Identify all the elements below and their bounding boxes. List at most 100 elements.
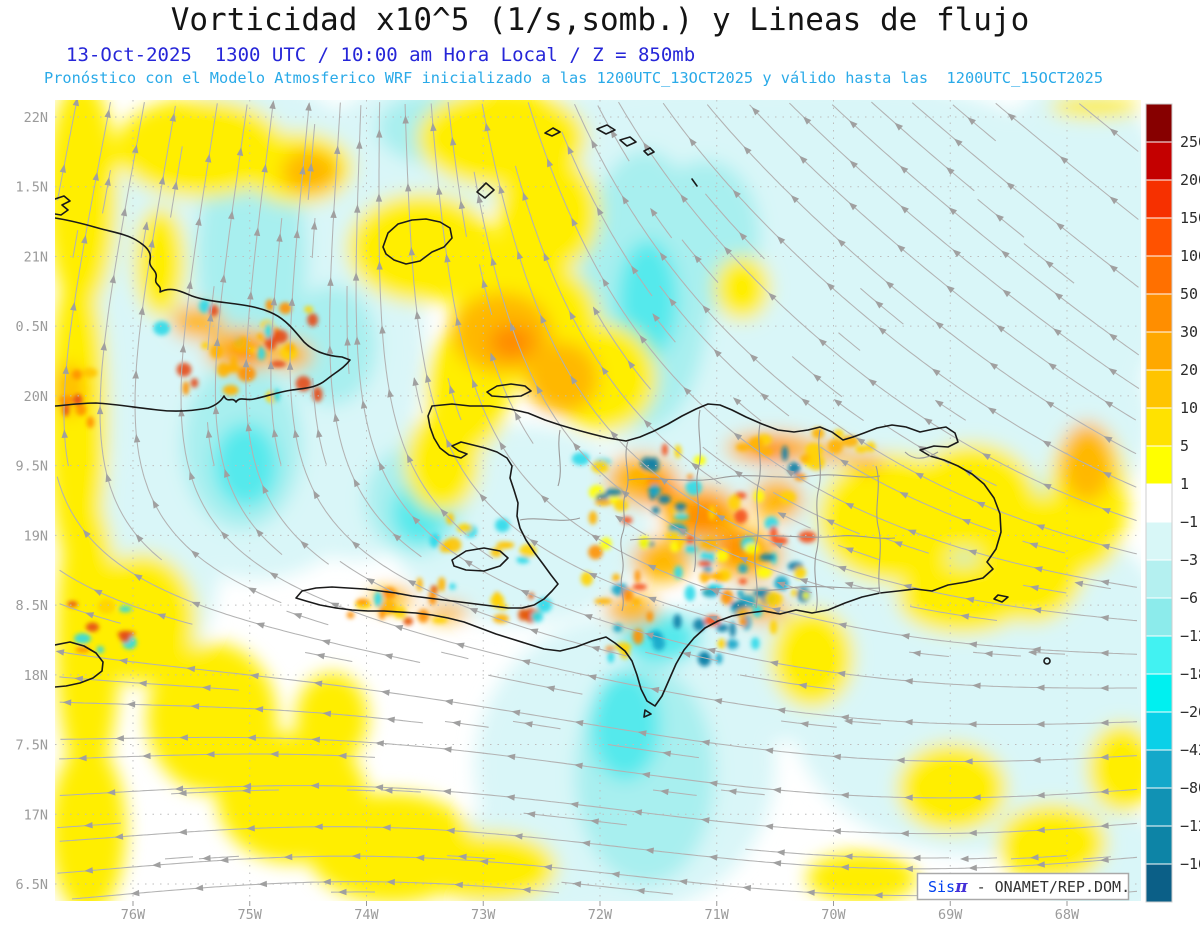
flow-arrow-icon: [448, 384, 456, 394]
speckle: [794, 566, 807, 580]
speckle: [698, 560, 712, 567]
colorbar-segment: [1145, 217, 1173, 257]
flow-arrow-icon: [451, 720, 461, 727]
flow-arrow-icon: [93, 589, 103, 596]
speckle: [176, 362, 192, 377]
speckle: [779, 491, 796, 504]
streamline: [848, 720, 881, 725]
flow-arrow-icon: [387, 388, 394, 398]
speckle: [272, 329, 288, 344]
flow-arrow-icon: [790, 194, 800, 204]
flow-arrow-icon: [581, 840, 591, 847]
flow-arrow-icon: [1036, 791, 1045, 799]
flow-arrow-icon: [874, 892, 883, 899]
speckle: [417, 609, 430, 623]
flow-arrow-icon: [171, 180, 179, 190]
flow-arrow-icon: [840, 714, 850, 721]
streamline: [739, 674, 835, 691]
speckle: [81, 367, 98, 378]
speckle: [216, 362, 231, 377]
streamline: [772, 491, 860, 535]
flow-arrow-icon: [547, 158, 554, 168]
speckle: [716, 623, 729, 633]
flow-arrow-icon: [463, 559, 473, 567]
speckle: [699, 571, 711, 584]
flow-arrow-icon: [602, 277, 610, 287]
flow-arrow-icon: [952, 249, 961, 258]
streamline: [681, 239, 719, 283]
speckle: [612, 573, 621, 582]
flow-arrow-icon: [276, 233, 283, 242]
speckle: [265, 299, 274, 312]
flow-arrow-icon: [904, 678, 913, 685]
flow-arrow-icon: [1006, 182, 1015, 190]
flow-arrow-icon: [133, 433, 141, 443]
flow-arrow-icon: [506, 753, 516, 761]
flow-arrow-icon: [785, 469, 795, 477]
flow-arrow-icon: [322, 878, 331, 886]
shading-blob: [848, 452, 884, 472]
flow-arrow-icon: [523, 721, 533, 728]
flow-arrow-icon: [327, 277, 334, 286]
flow-arrow-icon: [693, 254, 702, 264]
flow-arrow-icon: [267, 360, 275, 370]
flow-arrow-icon: [543, 864, 553, 871]
flow-arrow-icon: [967, 117, 976, 126]
streamline: [1010, 854, 1067, 860]
flow-arrow-icon: [484, 122, 491, 132]
colorbar-label: −12: [1180, 627, 1200, 645]
speckle: [744, 542, 760, 555]
svg-text:Sisπ - ONAMET/REP.DOM.: Sisπ - ONAMET/REP.DOM.: [928, 877, 1130, 897]
streamline: [72, 230, 79, 258]
flow-arrow-icon: [946, 285, 955, 294]
speckle: [580, 571, 593, 586]
speckle: [737, 589, 744, 598]
colorbar-label: −6: [1180, 589, 1198, 607]
flow-arrow-icon: [314, 823, 323, 830]
flow-arrow-icon: [650, 686, 660, 694]
flow-arrow-icon: [72, 100, 80, 107]
flow-arrow-icon: [82, 529, 91, 538]
flow-arrow-icon: [837, 565, 847, 573]
lat-tick-label: 8.5N: [15, 598, 48, 614]
flow-arrow-icon: [968, 721, 977, 728]
vorticity-shading: [55, 100, 1141, 901]
streamline: [289, 103, 627, 657]
speckle: [346, 611, 355, 619]
flow-arrow-icon: [968, 549, 978, 556]
streamline: [441, 651, 469, 660]
flow-arrow-icon: [643, 142, 651, 151]
streamline: [911, 102, 1139, 288]
flow-arrow-icon: [386, 878, 395, 886]
flow-arrow-icon: [647, 564, 657, 571]
coast-saona-island: [993, 594, 1009, 603]
streamline: [781, 583, 813, 594]
flow-arrow-icon: [701, 739, 710, 746]
speckle: [753, 489, 765, 503]
flow-arrow-icon: [213, 337, 221, 347]
colorbar-segment: [1145, 179, 1173, 219]
attribution-frame: [916, 872, 1130, 901]
speckle: [827, 438, 844, 454]
flow-arrow-icon: [189, 471, 196, 481]
colorbar: 250 200 150 100 50 30 20 10 5 1 −1 −3 −6 −12 −18 −26 −42…: [1145, 103, 1200, 903]
flow-arrow-icon: [777, 512, 787, 519]
flow-arrow-icon: [224, 468, 231, 478]
model-run-line: Pronóstico con el Modelo Atmosferico WRF…: [44, 69, 1104, 87]
speckle: [67, 601, 78, 608]
flow-arrow-icon: [228, 210, 235, 220]
streamline: [60, 736, 1138, 799]
speckle: [222, 384, 239, 396]
speckle: [632, 583, 647, 591]
flow-arrow-icon: [574, 720, 584, 727]
flow-arrow-icon: [293, 613, 303, 620]
flow-arrow-icon: [283, 853, 293, 861]
speckle: [503, 541, 515, 549]
flow-arrow-icon: [70, 301, 77, 311]
lat-tick-label: 18N: [24, 668, 48, 684]
speckle: [726, 639, 739, 650]
speckle: [118, 605, 132, 613]
flow-arrow-icon: [444, 698, 454, 706]
lat-tick-label: 9.5N: [15, 459, 48, 475]
